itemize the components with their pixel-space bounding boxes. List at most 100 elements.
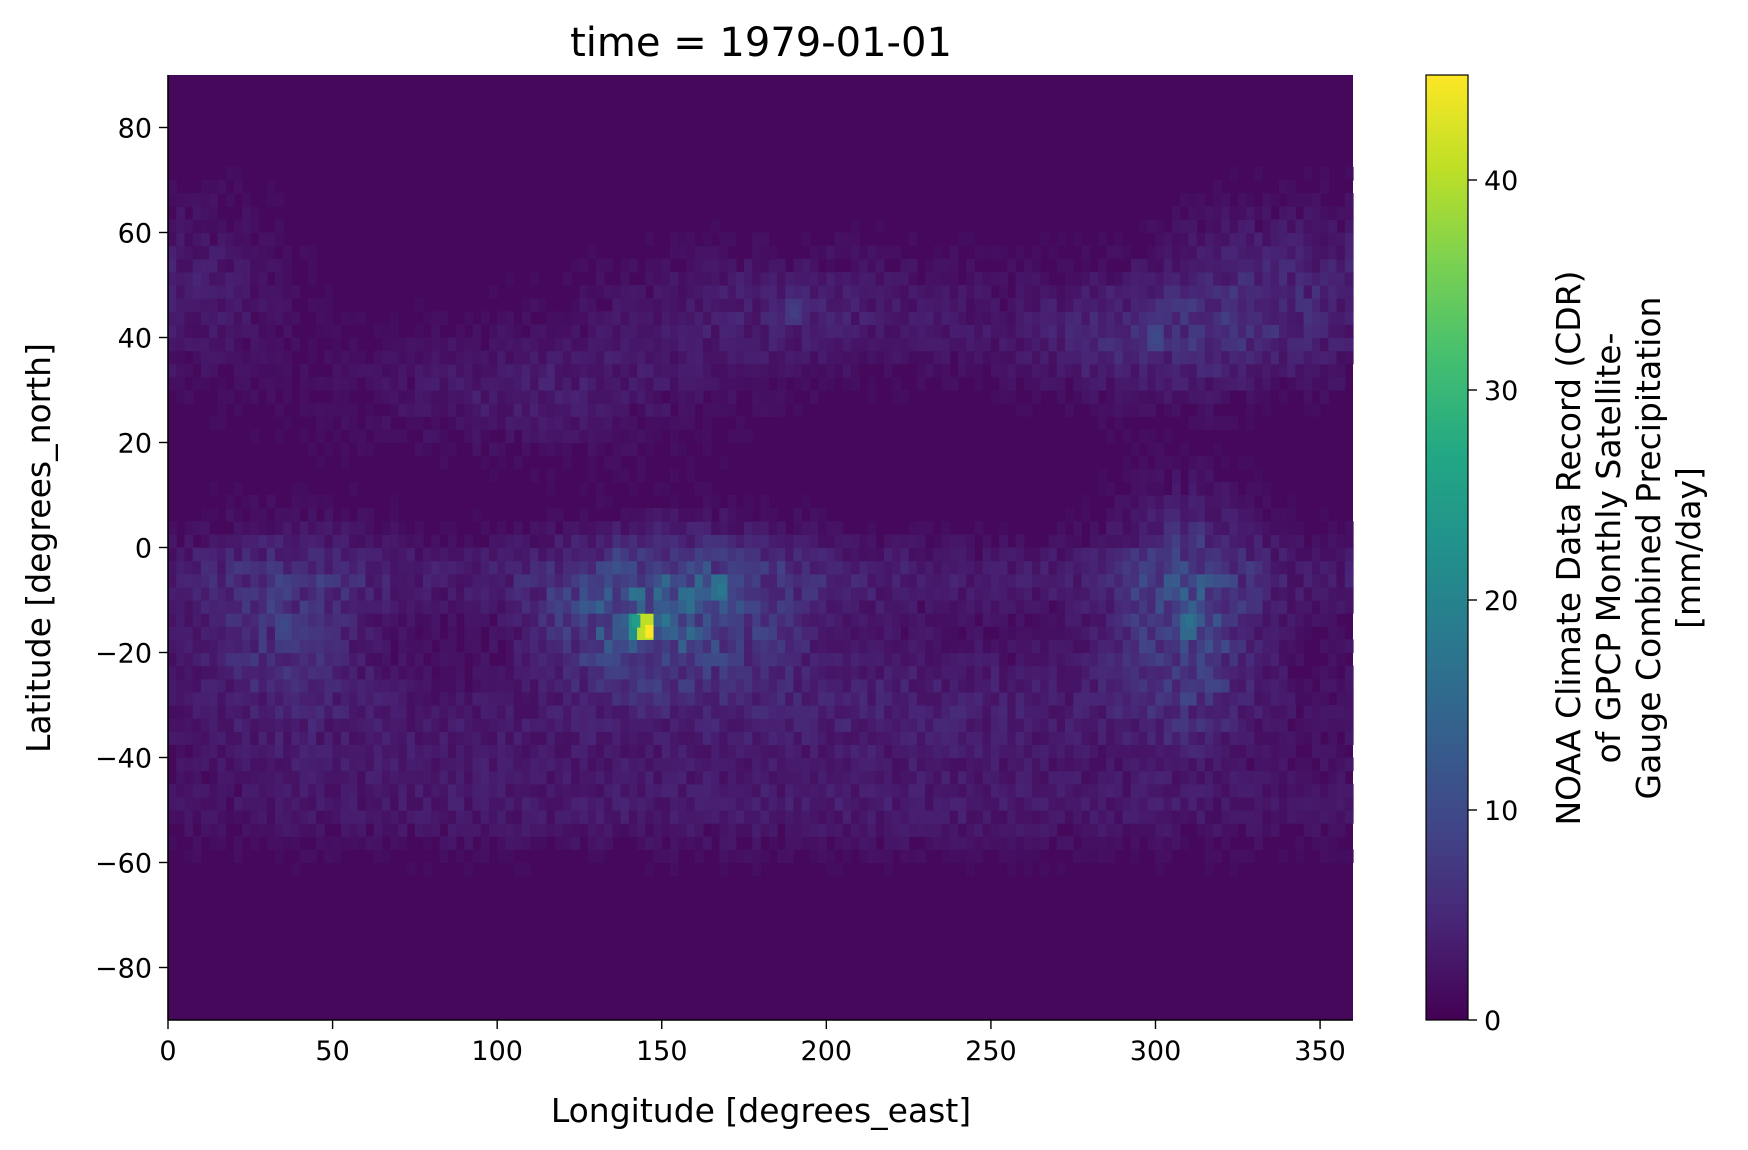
heatmap-cell <box>250 350 260 365</box>
heatmap-cell <box>505 626 515 640</box>
heatmap-cell <box>1147 705 1157 719</box>
heatmap-cell <box>669 429 679 444</box>
heatmap-cell <box>1114 416 1124 430</box>
heatmap-cell <box>266 836 276 850</box>
heatmap-cell <box>595 796 605 811</box>
heatmap-cell <box>587 337 597 352</box>
heatmap-cell <box>324 285 334 299</box>
heatmap-cell <box>620 770 630 785</box>
heatmap-cell <box>332 836 342 850</box>
heatmap-cell <box>595 350 605 365</box>
heatmap-cell <box>546 626 556 640</box>
heatmap-cell <box>1246 298 1255 312</box>
heatmap-cell <box>1155 298 1165 312</box>
heatmap-cell <box>1336 600 1346 614</box>
heatmap-cell <box>316 731 325 745</box>
heatmap-cell <box>1073 796 1083 811</box>
heatmap-cell <box>702 744 712 759</box>
heatmap-cell <box>974 586 984 601</box>
heatmap-cell <box>958 534 967 549</box>
heatmap-cell <box>735 508 745 522</box>
heatmap-cell <box>1221 311 1231 325</box>
heatmap-cell <box>340 600 350 614</box>
heatmap-cell <box>990 652 1000 667</box>
heatmap-cell <box>620 442 630 457</box>
heatmap-cell <box>546 468 556 483</box>
heatmap-cell <box>809 560 819 575</box>
heatmap-cell <box>1007 757 1017 772</box>
heatmap-cell <box>1007 311 1017 325</box>
heatmap-cell <box>678 337 688 352</box>
heatmap-cell <box>826 560 836 575</box>
heatmap-cell <box>480 376 490 391</box>
heatmap-cell <box>530 836 539 850</box>
heatmap-cell <box>1171 665 1181 680</box>
heatmap-cell <box>801 573 811 588</box>
heatmap-cell <box>752 705 762 719</box>
heatmap-cell <box>1114 770 1124 785</box>
heatmap-cell <box>974 298 984 312</box>
heatmap-cell <box>1262 337 1272 352</box>
heatmap-cell <box>1023 363 1033 378</box>
heatmap-cell <box>505 678 515 693</box>
heatmap-cell <box>513 691 523 706</box>
heatmap-cell <box>1097 376 1107 391</box>
heatmap-cell <box>1130 363 1140 378</box>
heatmap-cell <box>1311 823 1321 837</box>
heatmap-cell <box>209 678 218 693</box>
heatmap-cell <box>1097 731 1107 745</box>
heatmap-cell <box>349 573 358 588</box>
heatmap-cell <box>258 823 268 837</box>
heatmap-cell <box>826 311 836 325</box>
heatmap-cell <box>1328 665 1338 680</box>
heatmap-cell <box>1303 573 1313 588</box>
heatmap-cell <box>554 403 564 417</box>
heatmap-cell <box>1114 691 1124 706</box>
heatmap-cell <box>1155 560 1165 575</box>
heatmap-cell <box>1032 639 1041 654</box>
heatmap-cell <box>530 298 539 312</box>
heatmap-cell <box>447 376 457 391</box>
heatmap-cell <box>513 324 523 339</box>
heatmap-cell <box>711 652 720 667</box>
heatmap-cell <box>1213 626 1222 640</box>
heatmap-cell <box>1336 718 1346 732</box>
heatmap-cell <box>719 665 729 680</box>
heatmap-cell <box>982 311 992 325</box>
heatmap-cell <box>488 731 498 745</box>
heatmap-cell <box>357 810 367 824</box>
heatmap-cell <box>883 796 893 811</box>
heatmap-cell <box>883 337 893 352</box>
heatmap-cell <box>307 796 317 811</box>
heatmap-cell <box>1213 600 1222 614</box>
heatmap-cell <box>340 744 350 759</box>
heatmap-cell <box>628 600 638 614</box>
heatmap-cell <box>760 678 770 693</box>
heatmap-cell <box>974 376 984 391</box>
heatmap-cell <box>867 600 877 614</box>
heatmap-cell <box>176 770 186 785</box>
heatmap-cell <box>1213 376 1222 391</box>
heatmap-cell <box>925 298 934 312</box>
heatmap-cell <box>694 849 704 864</box>
heatmap-cell <box>1262 600 1272 614</box>
heatmap-cell <box>1246 586 1255 601</box>
heatmap-cell <box>365 403 375 417</box>
heatmap-cell <box>1246 665 1255 680</box>
heatmap-cell <box>258 350 268 365</box>
heatmap-cell <box>744 298 753 312</box>
heatmap-cell <box>414 547 424 562</box>
heatmap-cell <box>414 810 424 824</box>
heatmap-cell <box>1089 534 1099 549</box>
heatmap-cell <box>925 836 934 850</box>
heatmap-cell <box>505 849 515 864</box>
heatmap-cell <box>316 613 325 627</box>
heatmap-cell <box>653 691 663 706</box>
heatmap-cell <box>266 311 276 325</box>
heatmap-cell <box>1180 705 1190 719</box>
heatmap-cell <box>480 796 490 811</box>
heatmap-cell <box>719 311 729 325</box>
heatmap-cell <box>488 691 498 706</box>
heatmap-cell <box>447 691 457 706</box>
heatmap-cell <box>834 613 844 627</box>
